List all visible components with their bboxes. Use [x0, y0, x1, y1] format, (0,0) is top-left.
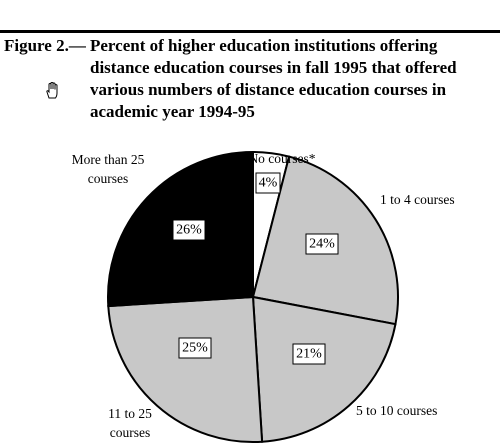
pie-slice-3	[251, 295, 397, 443]
figure-title-line-2: distance education courses in fall 1995 …	[90, 58, 457, 77]
hand-pointer-icon	[46, 82, 58, 99]
pie-value-label-3: 21%	[292, 343, 326, 365]
pie-category-label-5: More than 25 courses	[72, 152, 145, 186]
pie-value-label-1: 4%	[255, 172, 281, 194]
figure-title-line-3: various numbers of distance education co…	[90, 80, 447, 99]
pie-value-label-2: 24%	[305, 233, 339, 255]
pie-category-label-2: 1 to 4 courses	[380, 192, 455, 207]
figure-label: Figure 2.—	[4, 36, 86, 55]
svg-text:24%: 24%	[309, 237, 335, 252]
pie-value-label-5: 26%	[172, 219, 206, 241]
svg-text:26%: 26%	[176, 223, 202, 238]
title-rule	[0, 30, 500, 33]
pie-category-label-1: No courses*	[248, 151, 315, 166]
figure-title-line-1: Percent of higher education institutions…	[90, 36, 438, 55]
svg-text:4%: 4%	[259, 176, 278, 191]
pie-category-label-4: 11 to 25 courses	[108, 406, 152, 440]
pie-value-label-4: 25%	[178, 337, 212, 359]
pie-category-label-3: 5 to 10 courses	[356, 403, 437, 418]
svg-text:25%: 25%	[182, 341, 208, 356]
svg-text:21%: 21%	[296, 347, 322, 362]
figure-title-line-4: academic year 1994-95	[90, 102, 255, 121]
pie-slice-4	[107, 295, 264, 443]
